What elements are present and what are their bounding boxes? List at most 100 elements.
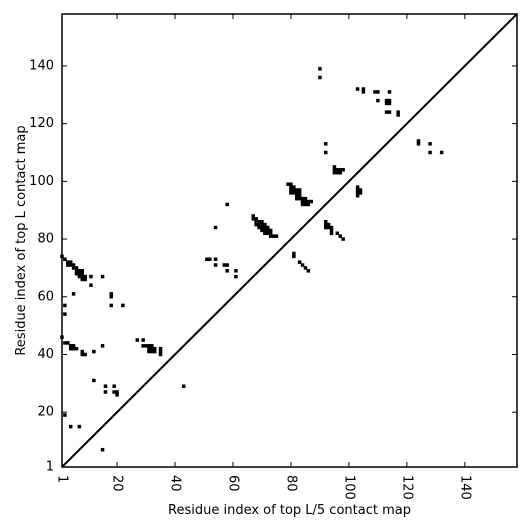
contact-point [77,269,82,273]
contact-point [303,202,308,207]
contact-point [295,194,299,198]
contact-point [332,165,337,169]
x-tick-label: 20 [110,475,125,492]
contact-point [297,188,302,192]
contact-point [263,231,267,236]
contact-point [376,98,380,103]
contact-point [335,231,340,236]
contact-point [396,110,400,114]
contact-point [109,292,114,296]
contact-point [77,271,82,276]
contact-point [158,352,163,357]
contact-point [150,344,154,348]
contact-point [112,384,116,388]
contact-point [213,257,218,262]
contact-point [152,349,157,354]
contact-points [60,67,444,452]
contact-point [257,222,261,227]
contact-point [80,274,85,279]
contact-point [112,390,116,394]
contact-point [71,344,76,348]
contact-point [338,234,342,238]
contact-point [254,220,258,224]
contact-point [384,101,389,106]
contact-point [292,191,296,195]
contact-point [213,263,218,267]
contact-point [335,168,340,172]
contact-point [71,292,76,296]
contact-point [68,260,73,264]
contact-point [74,269,79,273]
contact-point [147,344,151,348]
contact-point [63,257,67,262]
contact-point [71,346,76,351]
contact-point [387,101,392,106]
contact-point [63,312,67,316]
contact-point [68,424,73,429]
contact-point [260,222,264,227]
contact-point [152,346,157,351]
x-tick-label: 100 [341,475,356,500]
contact-point [341,237,345,241]
contact-point [260,228,264,233]
contact-point [361,87,366,91]
diagonal-line [61,13,518,468]
contact-point [263,222,267,227]
contact-point [323,142,328,146]
y-tick-label: 140 [29,58,54,73]
contact-point [109,303,114,308]
contact-point [300,263,305,267]
contact-point [355,188,360,192]
contact-point [257,225,261,230]
contact-point [225,269,229,273]
contact-point [68,344,73,348]
contact-point [251,217,256,221]
contact-point [332,168,337,172]
contact-point [297,194,302,198]
contact-point [300,199,305,204]
contact-point [80,269,85,273]
contact-point [318,67,322,71]
contact-point [323,150,328,155]
contact-point [205,257,209,262]
contact-point [416,142,421,146]
contact-point [71,263,76,267]
contact-point [341,168,345,172]
y-tick-label: 60 [37,289,54,304]
contact-point [355,185,360,189]
contact-point [135,338,140,342]
contact-point [376,90,380,94]
contact-point [63,341,67,345]
contact-point [103,384,108,388]
contact-point [292,251,296,256]
contact-point [147,346,151,351]
contact-point [358,188,363,192]
contact-point [289,185,293,189]
contact-point [234,274,238,279]
contact-point [266,231,270,236]
contact-point [387,98,392,103]
contact-point [263,228,267,233]
contact-point [147,349,151,354]
contact-point [300,202,305,207]
contact-point [292,254,296,259]
contact-point [77,274,82,279]
x-tick-label: 60 [225,475,240,492]
contact-point [66,260,70,264]
contact-point [326,225,331,230]
contact-point [83,274,87,279]
contact-point [297,260,302,264]
contact-point [268,231,273,236]
contact-point [68,346,73,351]
contact-point [306,199,311,204]
contact-point [318,75,322,80]
contact-point [323,220,328,224]
contact-point [150,349,154,354]
contact-point [271,234,276,238]
contact-point [71,266,76,270]
contact-point [300,196,305,201]
contact-point [303,199,308,204]
contact-point [338,170,342,175]
